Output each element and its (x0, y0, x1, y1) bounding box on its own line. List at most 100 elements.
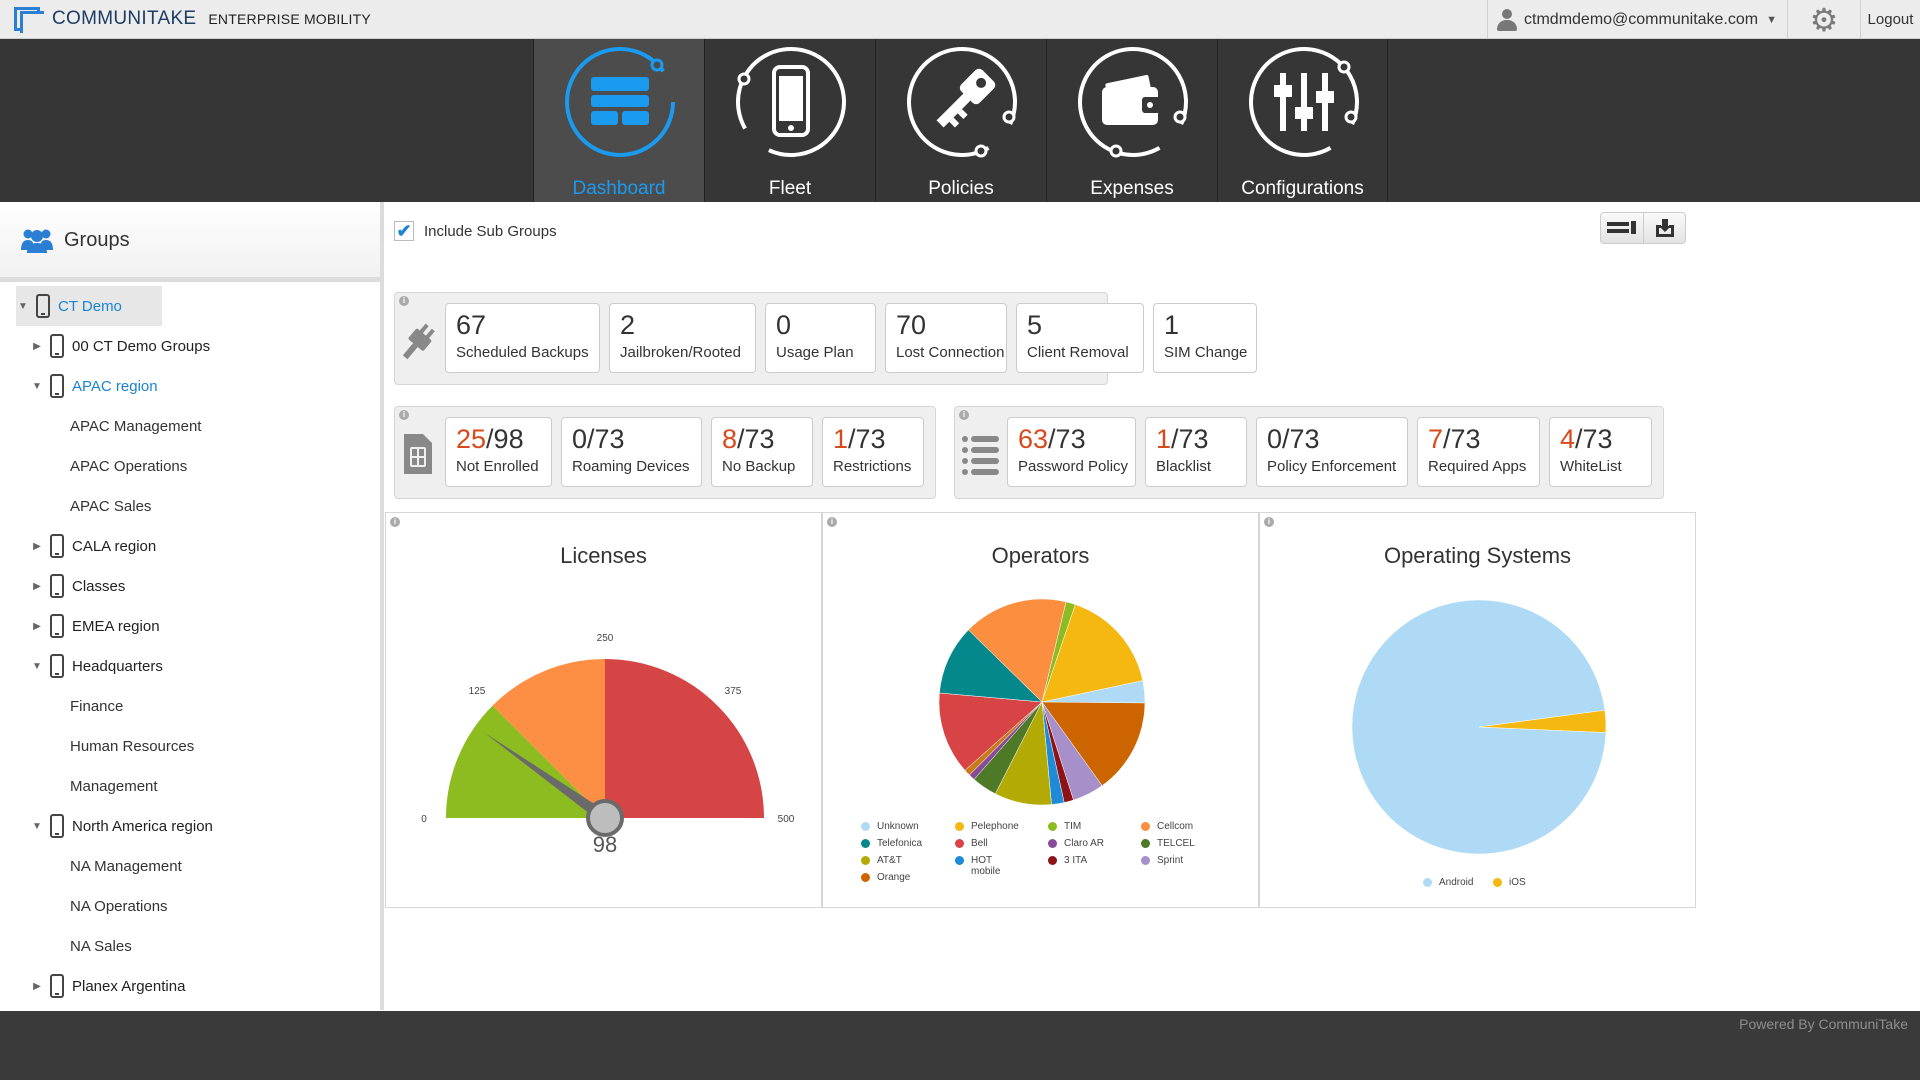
legend-item[interactable]: Telefonica (861, 838, 922, 849)
export-button[interactable] (1643, 213, 1685, 243)
stat-card[interactable]: 63/73 Password Policy (1007, 417, 1136, 487)
tree-item[interactable]: APAC Operations (70, 446, 187, 486)
pie-slice[interactable] (1041, 701, 1146, 786)
legend-item[interactable]: Pelephone (955, 821, 1019, 832)
legend-label: Orange (877, 872, 911, 883)
tree-item[interactable]: Human Resources (70, 726, 194, 766)
chevron-down-icon[interactable]: ▼ (1766, 13, 1777, 26)
stat-card[interactable]: 4/73 WhiteList (1549, 417, 1652, 487)
nav-configurations[interactable]: Configurations (1217, 39, 1388, 202)
info-icon[interactable]: i (1264, 517, 1274, 527)
info-icon[interactable]: i (390, 517, 400, 527)
info-icon[interactable]: i (399, 296, 409, 306)
nav-dashboard[interactable]: Dashboard (533, 39, 704, 202)
pie-slice[interactable] (968, 598, 1067, 703)
stat-card[interactable]: 1/73 Restrictions (822, 417, 924, 487)
info-icon[interactable]: i (399, 410, 409, 420)
stat-total: /73 (587, 424, 625, 454)
collapsed-arrow-icon[interactable]: ▶ (33, 340, 41, 352)
settings-button[interactable]: ⚙ (1787, 0, 1861, 39)
expanded-arrow-icon[interactable]: ▼ (32, 820, 42, 832)
pie-slice[interactable] (1041, 604, 1144, 703)
stat-value: 67 (456, 308, 589, 342)
expanded-arrow-icon[interactable]: ▼ (18, 300, 28, 312)
tree-item[interactable]: NA Management (70, 846, 182, 886)
pie-slice[interactable] (1478, 709, 1607, 733)
include-subgroups-checkbox[interactable]: ✔ (394, 221, 414, 241)
legend-item[interactable]: Claro AR (1048, 838, 1104, 849)
expanded-arrow-icon[interactable]: ▼ (32, 660, 42, 672)
info-icon[interactable]: i (827, 517, 837, 527)
collapsed-arrow-icon[interactable]: ▶ (33, 980, 41, 992)
brand-logo[interactable]: COMMUNITAKE ENTERPRISE MOBILITY (14, 5, 371, 33)
legend-item[interactable]: Unknown (861, 821, 919, 832)
legend-item[interactable]: Android (1423, 877, 1473, 888)
tree-item[interactable]: ▼ North America region (30, 806, 213, 846)
tree-item[interactable]: ▶ CALA region (30, 526, 156, 566)
tree-item[interactable]: ▶ Classes (30, 566, 125, 606)
users-icon (21, 229, 53, 253)
legend-item[interactable]: HOT mobile (955, 855, 1003, 877)
stat-card[interactable]: 2 Jailbroken/Rooted (609, 303, 756, 373)
legend-item[interactable]: 3 ITA (1048, 855, 1087, 866)
tree-item-label: APAC Operations (70, 457, 188, 475)
legend-item[interactable]: Cellcom (1141, 821, 1193, 832)
legend-label: Claro AR (1064, 838, 1105, 849)
nav-policies[interactable]: Policies (875, 39, 1046, 202)
collapsed-arrow-icon[interactable]: ▶ (33, 540, 41, 552)
legend-item[interactable]: Orange (861, 872, 910, 883)
stat-value: 0/73 (1267, 422, 1397, 456)
legend-item[interactable]: TIM (1048, 821, 1081, 832)
legend-item[interactable]: iOS (1493, 877, 1526, 888)
layout-button[interactable] (1601, 213, 1643, 243)
tree-item[interactable]: ▶ EMEA region (30, 606, 160, 646)
stat-card[interactable]: 70 Lost Connection (885, 303, 1007, 373)
nav-expenses[interactable]: Expenses (1046, 39, 1217, 202)
operators-chart: i Operators Unknown Pelephone TIM Cellcom Te… (822, 512, 1259, 908)
include-subgroups[interactable]: ✔ Include Sub Groups (394, 221, 557, 241)
device-group-icon (50, 374, 64, 398)
pie-slice[interactable] (938, 692, 1043, 771)
stat-value: 70 (896, 308, 996, 342)
collapsed-arrow-icon[interactable]: ▶ (33, 620, 41, 632)
tree-item[interactable]: ▶ Planex Argentina (30, 966, 185, 1006)
info-icon[interactable]: i (959, 410, 969, 420)
expanded-arrow-icon[interactable]: ▼ (32, 380, 42, 392)
tree-item[interactable]: APAC Management (70, 406, 201, 446)
pie-slice[interactable] (1351, 599, 1607, 855)
tree-item[interactable]: ▼ APAC region (30, 366, 158, 406)
tree-item[interactable]: NA Operations (70, 886, 168, 926)
tree-item[interactable]: NA Sales (70, 926, 132, 966)
user-icon (1496, 8, 1518, 32)
logout-button[interactable]: Logout (1867, 11, 1914, 28)
stat-card[interactable]: 0/73 Policy Enforcement (1256, 417, 1408, 487)
stat-card[interactable]: 5 Client Removal (1016, 303, 1144, 373)
list-icon (962, 436, 999, 475)
stat-card[interactable]: 7/73 Required Apps (1417, 417, 1540, 487)
legend-item[interactable]: AT&T (861, 855, 902, 866)
legend-swatch (1423, 878, 1432, 887)
tree-item[interactable]: Management (70, 766, 158, 806)
gauge-pivot (586, 799, 624, 837)
legend-item[interactable]: Bell (955, 838, 988, 849)
stat-card[interactable]: 25/98 Not Enrolled (445, 417, 552, 487)
stat-card[interactable]: 0/73 Roaming Devices (561, 417, 702, 487)
tree-item[interactable]: ▶ 00 CT Demo Groups (30, 326, 210, 366)
stat-card[interactable]: 1/73 Blacklist (1145, 417, 1247, 487)
stat-card[interactable]: 1 SIM Change (1153, 303, 1257, 373)
tree-item[interactable]: Finance (70, 686, 123, 726)
legend-item[interactable]: Sprint (1141, 855, 1183, 866)
stat-card[interactable]: 0 Usage Plan (765, 303, 876, 373)
stat-card[interactable]: 8/73 No Backup (711, 417, 813, 487)
user-menu[interactable]: ctmdmdemo@communitake.com ▼ (1487, 0, 1787, 39)
tree-item[interactable]: ▼ CT Demo (16, 286, 162, 326)
nav-fleet[interactable]: Fleet (704, 39, 875, 202)
stat-card[interactable]: 67 Scheduled Backups (445, 303, 600, 373)
pie-slice[interactable] (939, 629, 1043, 703)
collapsed-arrow-icon[interactable]: ▶ (33, 580, 41, 592)
legend-item[interactable]: TELCEL (1141, 838, 1195, 849)
tree-item[interactable]: ▼ Headquarters (30, 646, 163, 686)
stat-label: Jailbroken/Rooted (620, 344, 741, 361)
tree-item[interactable]: APAC Sales (70, 486, 151, 526)
stat-label: Roaming Devices (572, 458, 690, 475)
